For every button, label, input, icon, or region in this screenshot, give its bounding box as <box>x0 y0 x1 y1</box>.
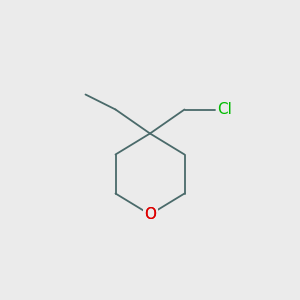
Text: O: O <box>144 207 156 222</box>
Text: Cl: Cl <box>218 102 232 117</box>
Text: O: O <box>144 207 156 222</box>
FancyBboxPatch shape <box>142 207 158 222</box>
